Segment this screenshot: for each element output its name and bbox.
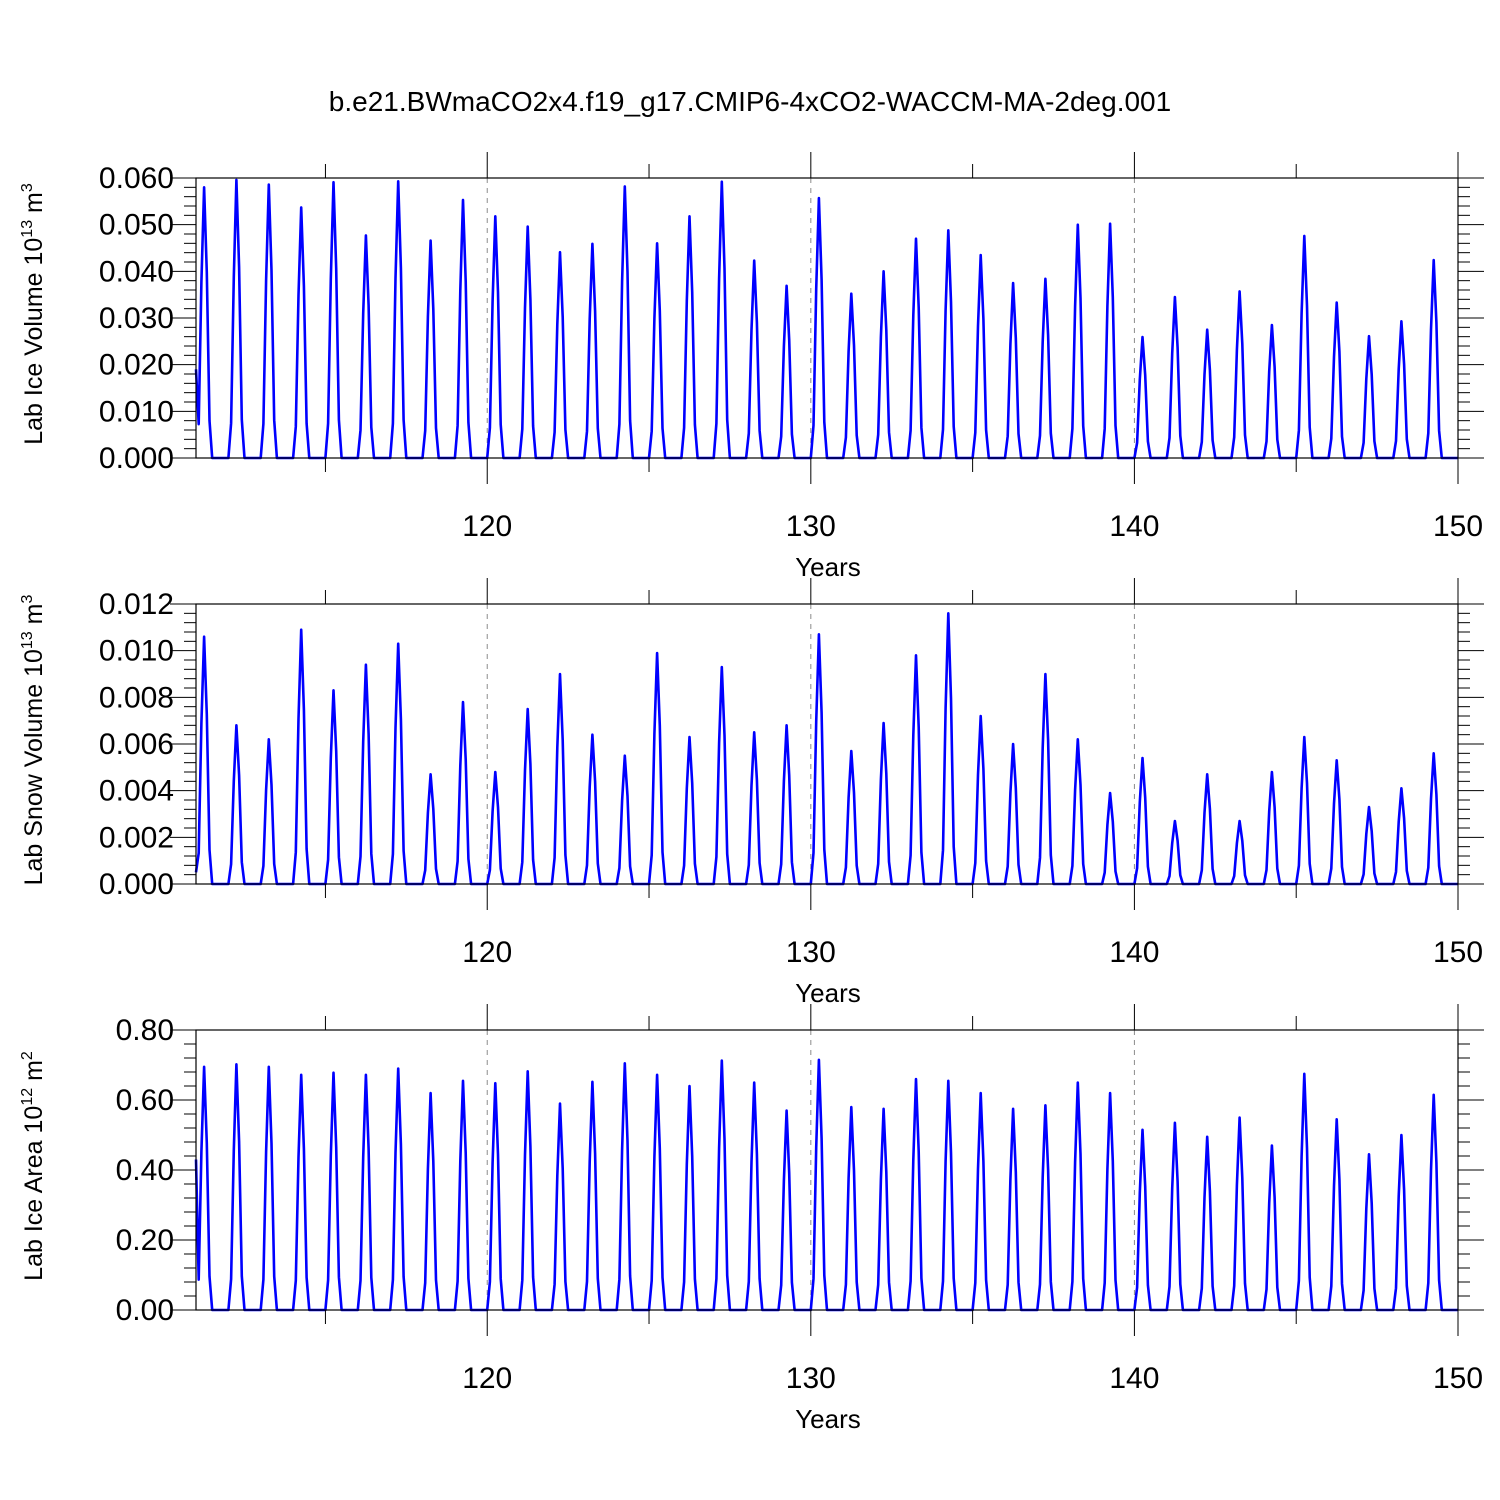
- y-axis-label-prefix: Lab Ice Volume 10: [20, 238, 48, 445]
- y-tick-label: 0.80: [116, 1014, 174, 1047]
- data-series-line: [194, 1058, 1458, 1312]
- y-tick-label: 0.012: [99, 588, 174, 621]
- x-tick-label: 130: [786, 1362, 836, 1395]
- y-axis-label-exponent: 12: [19, 1088, 36, 1106]
- y-axis-label: Lab Snow Volume 1013 m3: [19, 595, 48, 886]
- x-tick-label: 120: [462, 1362, 512, 1395]
- y-tick-label: 0.050: [99, 209, 174, 242]
- y-axis-label: Lab Ice Area 1012 m2: [19, 1051, 48, 1281]
- data-series-line: [194, 178, 1458, 460]
- y-tick-label: 0.004: [99, 775, 174, 808]
- data-series-line: [194, 612, 1458, 886]
- y-axis-label: Lab Ice Volume 1013 m3: [19, 183, 48, 445]
- y-axis-label-exponent: 13: [19, 220, 36, 238]
- x-tick-label: 150: [1433, 1362, 1483, 1395]
- x-tick-label: 120: [462, 936, 512, 969]
- y-tick-label: 0.030: [99, 302, 174, 335]
- y-tick-label: 0.040: [99, 255, 174, 288]
- y-axis-label-prefix: Lab Snow Volume 10: [20, 649, 48, 885]
- y-tick-label: 0.060: [99, 162, 174, 195]
- y-tick-label: 0.000: [99, 868, 174, 901]
- y-axis-label-unit-exponent: 3: [19, 595, 36, 604]
- x-tick-label: 130: [786, 510, 836, 543]
- y-tick-label: 0.006: [99, 728, 174, 761]
- y-axis-label-unit: m: [20, 604, 48, 632]
- plot-frame: [195, 1029, 1459, 1311]
- x-tick-label: 120: [462, 510, 512, 543]
- panel-1: 0.000 0.010 0.020 0.030 0.040 0.050 0.060 120 13…: [19, 152, 1484, 582]
- y-tick-label: 0.000: [99, 442, 174, 475]
- y-tick-label: 0.002: [99, 821, 174, 854]
- x-tick-label: 140: [1109, 936, 1159, 969]
- y-axis-label-unit-exponent: 2: [19, 1051, 36, 1060]
- y-axis-label-unit: m: [20, 192, 48, 220]
- y-tick-label: 0.020: [99, 349, 174, 382]
- x-tick-label: 140: [1109, 510, 1159, 543]
- panel-3: 0.00 0.20 0.40 0.60 0.80 120 130 140 150 Years Lab…: [19, 1004, 1484, 1434]
- y-tick-label: 0.008: [99, 681, 174, 714]
- y-axis-label-unit-exponent: 3: [19, 183, 36, 192]
- panel-2: 0.000 0.002 0.004 0.006 0.008 0.010 0.012 120 13…: [19, 578, 1484, 1008]
- y-axis-label-prefix: Lab Ice Area 10: [20, 1106, 48, 1281]
- x-tick-label: 150: [1433, 510, 1483, 543]
- y-tick-label: 0.60: [116, 1084, 174, 1117]
- y-tick-label: 0.010: [99, 635, 174, 668]
- y-tick-label: 0.010: [99, 395, 174, 428]
- y-axis-label-exponent: 13: [19, 631, 36, 649]
- chart-title: b.e21.BWmaCO2x4.f19_g17.CMIP6-4xCO2-WACC…: [328, 86, 1172, 117]
- y-axis-label-unit: m: [20, 1060, 48, 1088]
- y-tick-label: 0.40: [116, 1154, 174, 1187]
- y-tick-label: 0.20: [116, 1224, 174, 1257]
- y-tick-label: 0.00: [116, 1294, 174, 1327]
- x-tick-label: 150: [1433, 936, 1483, 969]
- x-tick-label: 130: [786, 936, 836, 969]
- x-axis-label: Years: [795, 978, 861, 1008]
- x-axis-label: Years: [795, 1404, 861, 1434]
- x-axis-label: Years: [795, 552, 861, 582]
- x-tick-label: 140: [1109, 1362, 1159, 1395]
